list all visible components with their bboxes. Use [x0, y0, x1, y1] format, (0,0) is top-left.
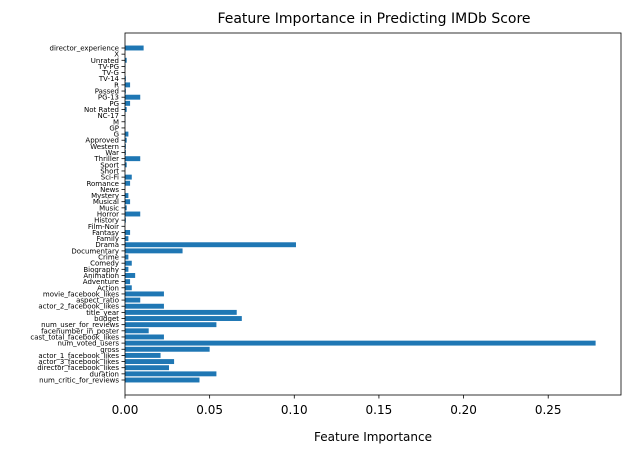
bar-aspect-ratio	[125, 298, 140, 303]
bar-thriller	[125, 156, 140, 161]
bar-movie-facebook-likes	[125, 291, 164, 296]
bar-action	[125, 285, 132, 290]
x-tick-label: 0.25	[535, 403, 562, 417]
bar-biography	[125, 267, 128, 272]
bar-horror	[125, 212, 140, 217]
bar-animation	[125, 273, 135, 278]
y-ticks-group: num_critic_for_reviewsdurationdirector_f…	[30, 45, 125, 385]
bar-documentary	[125, 248, 183, 253]
bar-sci-fi	[125, 175, 132, 180]
bar-budget	[125, 316, 242, 321]
bar-facenumber-in-poster	[125, 328, 149, 333]
x-tick-label: 0.10	[281, 403, 308, 417]
bar-pg	[125, 101, 130, 106]
bar-adventure	[125, 279, 130, 284]
bar-pg-13	[125, 95, 140, 100]
bar-title-year	[125, 310, 237, 315]
bar-num-user-for-reviews	[125, 322, 216, 327]
x-tick-label: 0.00	[112, 403, 139, 417]
bar-actor-1-facebook-likes	[125, 353, 161, 358]
bar-director-facebook-likes	[125, 365, 169, 370]
bar-mystery	[125, 193, 128, 198]
bar-r	[125, 82, 130, 87]
y-tick-label: director_experience	[50, 45, 119, 53]
bar-gross	[125, 347, 210, 352]
x-axis-label: Feature Importance	[314, 430, 432, 444]
bar-director-experience	[125, 46, 144, 51]
bar-family	[125, 236, 128, 241]
x-tick-label: 0.15	[366, 403, 393, 417]
bar-crime	[125, 255, 128, 260]
bar-comedy	[125, 261, 132, 266]
x-tick-label: 0.05	[196, 403, 223, 417]
bar-actor-2-facebook-likes	[125, 304, 164, 309]
bar-g	[125, 132, 128, 137]
bar-num-critic-for-reviews	[125, 378, 199, 383]
chart-title: Feature Importance in Predicting IMDb Sc…	[217, 11, 530, 27]
bar-duration	[125, 371, 216, 376]
bar-cast-total-facebook-likes	[125, 335, 164, 340]
bar-num-voted-users	[125, 341, 596, 346]
bar-romance	[125, 181, 130, 186]
bar-fantasy	[125, 230, 130, 235]
bars-group	[125, 46, 596, 383]
bar-drama	[125, 242, 296, 247]
bar-musical	[125, 199, 130, 204]
x-ticks-group: 0.00 0.05 0.10 0.15 0.20 0.25	[112, 395, 562, 417]
x-tick-label: 0.20	[450, 403, 477, 417]
bar-actor-3-facebook-likes	[125, 359, 174, 364]
